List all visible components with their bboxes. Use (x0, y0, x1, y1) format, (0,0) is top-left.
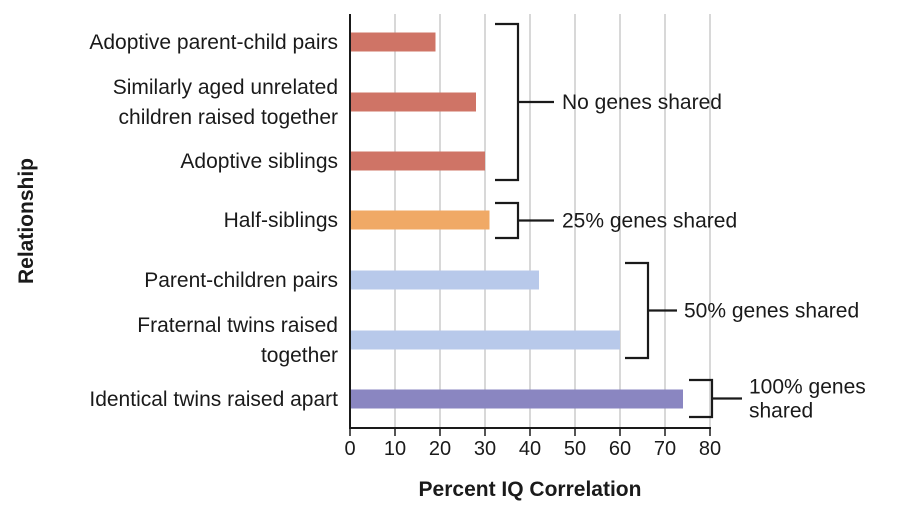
bar (351, 151, 485, 171)
category-label: Adoptive siblings (180, 150, 338, 173)
group-label: shared (749, 400, 813, 423)
group-label: 50% genes shared (684, 300, 859, 323)
category-label: Half-siblings (224, 209, 338, 232)
x-tick-label: 50 (564, 438, 586, 460)
bar (351, 270, 539, 290)
bar (351, 32, 436, 52)
x-ticks: 0 10 20 30 40 50 60 70 80 (344, 428, 721, 460)
category-label: Fraternal twins raised (137, 314, 338, 337)
group-bracket (625, 261, 650, 360)
category-label: together (261, 344, 338, 367)
bars (351, 32, 683, 409)
bar (351, 389, 683, 409)
category-labels: Adoptive parent-child pairs Similarly age… (89, 31, 338, 411)
group-bracket (495, 22, 520, 182)
category-label: Similarly aged unrelated (113, 76, 338, 99)
x-tick-label: 0 (344, 438, 355, 460)
category-label: Adoptive parent-child pairs (89, 31, 338, 54)
x-tick-label: 30 (474, 438, 496, 460)
group-label: 25% genes shared (562, 210, 737, 233)
x-tick-label: 40 (519, 438, 541, 460)
category-label: Identical twins raised apart (89, 388, 338, 411)
x-axis-title: Percent IQ Correlation (419, 478, 642, 501)
group-brackets: No genes shared 25% genes shared 50% genes… (495, 22, 866, 423)
y-axis-title: Relationship (15, 158, 38, 284)
group-label: 100% genes (749, 376, 866, 399)
bar (351, 330, 620, 350)
category-label: children raised together (119, 106, 338, 129)
bar (351, 210, 490, 230)
group-bracket (495, 201, 520, 240)
bar (351, 92, 476, 112)
x-tick-label: 70 (654, 438, 676, 460)
group-label: No genes shared (562, 91, 722, 114)
x-tick-label: 10 (384, 438, 406, 460)
x-tick-label: 20 (429, 438, 451, 460)
x-tick-label: 80 (699, 438, 721, 460)
category-label: Parent-children pairs (144, 269, 338, 292)
x-tick-label: 60 (609, 438, 631, 460)
group-bracket (689, 378, 714, 419)
